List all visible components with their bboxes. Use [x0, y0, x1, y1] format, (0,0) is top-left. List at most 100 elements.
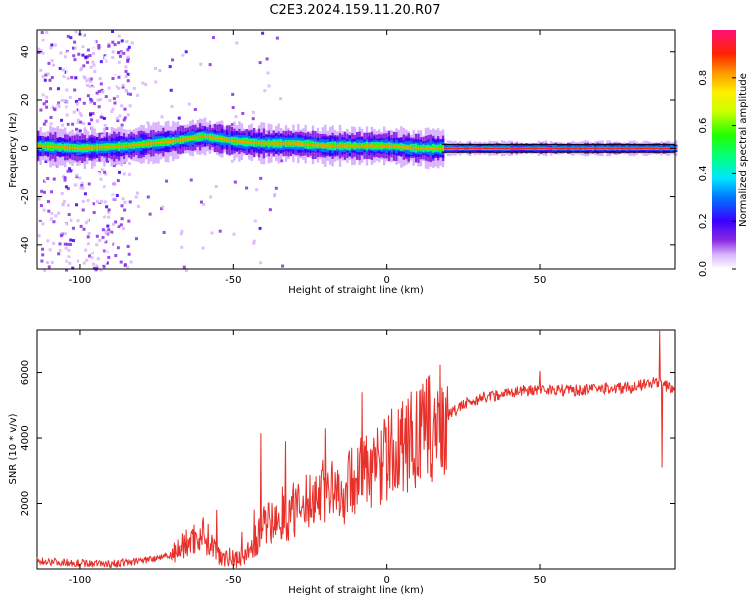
- spectrogram-trace-cell: [368, 144, 371, 148]
- spectrogram-speckle: [49, 46, 53, 50]
- spectrogram-speckle: [218, 229, 222, 233]
- spectrogram-x-ticks: -100 -50 0 50: [69, 30, 546, 286]
- spectrogram-speckle: [179, 232, 183, 236]
- spectrogram-speckle: [86, 60, 90, 64]
- spectrogram-speckle: [102, 215, 106, 219]
- spectrogram-speckle: [68, 261, 72, 265]
- spectrogram-trace-cell: [68, 146, 72, 149]
- spectrogram-speckle: [37, 50, 41, 54]
- colorbar-label: Normalized spectral amplitude: [738, 73, 749, 227]
- spectrogram-speckle: [113, 85, 117, 89]
- spectrogram-speckle: [41, 247, 45, 251]
- spectrogram-speckle: [99, 266, 103, 270]
- spectrogram-trace-cell: [645, 147, 648, 149]
- spectrogram-speckle: [44, 41, 48, 45]
- spectrogram-trace-cell: [105, 145, 109, 149]
- spectrogram-speckle: [49, 217, 53, 221]
- spectrogram-speckle: [41, 62, 45, 66]
- spectrogram-speckle: [100, 168, 104, 172]
- spectrogram-speckle: [72, 54, 76, 58]
- spectrogram-speckle: [119, 74, 123, 78]
- spectrogram-speckle: [67, 258, 71, 262]
- spectrogram-trace-cell: [149, 142, 153, 145]
- spectrogram-trace-cell: [360, 144, 364, 148]
- spectrogram-speckle: [60, 98, 64, 102]
- spectrogram-speckle: [80, 184, 84, 188]
- spectrogram-speckle: [40, 189, 44, 193]
- spectrogram-trace-cell: [608, 147, 612, 149]
- spectrogram-speckle: [105, 246, 109, 250]
- spectrogram-speckle: [181, 53, 185, 57]
- spectrogram-trace-cell: [537, 147, 540, 149]
- spectrogram-speckle: [146, 195, 150, 199]
- spectrogram-speckle: [234, 115, 238, 119]
- spectrogram-speckle: [53, 264, 57, 268]
- spectrogram-speckle: [67, 248, 71, 252]
- spectrogram-trace-cell: [500, 147, 504, 149]
- spectrogram-y-axis-label: Frequency (Hz): [8, 112, 19, 188]
- spectrogram-speckle: [89, 206, 93, 210]
- spectrogram-speckle: [39, 204, 43, 208]
- spectrogram-speckle: [128, 129, 132, 133]
- spectrogram-speckle: [71, 226, 75, 230]
- spectrogram-speckle: [118, 242, 122, 246]
- spectrogram-speckle: [38, 217, 42, 221]
- spectrogram-trace-cell: [510, 147, 513, 149]
- spectrogram-speckle: [86, 218, 90, 222]
- spectrogram-speckle: [85, 112, 89, 116]
- spectrogram-speckle: [39, 108, 43, 112]
- spectrogram-trace-cell: [88, 146, 91, 150]
- spectrogram-speckle: [117, 86, 121, 90]
- spectrogram-speckle: [173, 31, 177, 35]
- spectrogram-trace-cell: [505, 147, 509, 149]
- spectrogram-speckle: [114, 254, 118, 258]
- spectrogram-speckle: [75, 232, 79, 236]
- spectrogram-speckle: [80, 42, 84, 46]
- spectrogram-speckle: [87, 122, 91, 126]
- spectrogram-speckle: [103, 170, 107, 174]
- spectrogram-speckle: [75, 85, 79, 89]
- spectrogram-speckle: [50, 190, 54, 194]
- spectrogram-speckle: [177, 116, 181, 120]
- spectrogram-speckle: [60, 132, 64, 136]
- spectrogram-speckle: [93, 40, 97, 44]
- spectrogram-speckle: [97, 122, 101, 126]
- spectrogram-speckle: [111, 76, 115, 80]
- spectrogram-speckle: [118, 176, 122, 180]
- spectrogram-speckle: [69, 190, 73, 194]
- spectrogram-trace-cell: [436, 147, 440, 150]
- spectrogram-speckle: [137, 181, 141, 185]
- spectrogram-speckle: [84, 221, 88, 225]
- spectrogram-speckle: [62, 86, 66, 90]
- spectrogram-speckle: [199, 200, 203, 204]
- spectrogram-speckle: [103, 54, 107, 58]
- spectrogram-speckle: [66, 174, 70, 178]
- spectrogram-speckle: [59, 172, 63, 176]
- spectrogram-speckle: [42, 190, 46, 194]
- spectrogram-speckle: [99, 110, 103, 114]
- spectrogram-trace-cell: [338, 144, 342, 148]
- spectrogram-trace-cell: [41, 145, 45, 148]
- spectrogram-speckle: [97, 262, 101, 266]
- spectrogram-speckle: [79, 120, 83, 124]
- spectrogram-trace-cell: [331, 144, 334, 148]
- spectrogram-speckle: [265, 191, 269, 195]
- spectrogram-speckle: [53, 95, 57, 99]
- spectrogram-speckle: [92, 266, 96, 270]
- spectrogram-speckle: [62, 237, 66, 241]
- spectrogram-speckle: [129, 260, 133, 264]
- spectrogram-x-axis-label: Height of straight line (km): [288, 285, 424, 296]
- spectrogram-speckle: [253, 257, 257, 261]
- spectrogram-trace-cell: [557, 147, 560, 149]
- spectrogram-speckle: [48, 78, 52, 82]
- spectrogram-speckle: [99, 199, 103, 203]
- spectrogram-trace-cell: [66, 146, 69, 149]
- spectrogram-trace-cell: [287, 142, 290, 145]
- spectrogram-trace-cell: [61, 146, 64, 149]
- x-tick-label: -100: [69, 575, 92, 586]
- spectrogram-speckle: [138, 87, 142, 91]
- spectrogram-speckle: [121, 197, 125, 201]
- spectrogram-speckle: [93, 102, 97, 106]
- spectrogram-trace-cell: [245, 140, 248, 144]
- spectrogram-trace-cell: [169, 139, 172, 143]
